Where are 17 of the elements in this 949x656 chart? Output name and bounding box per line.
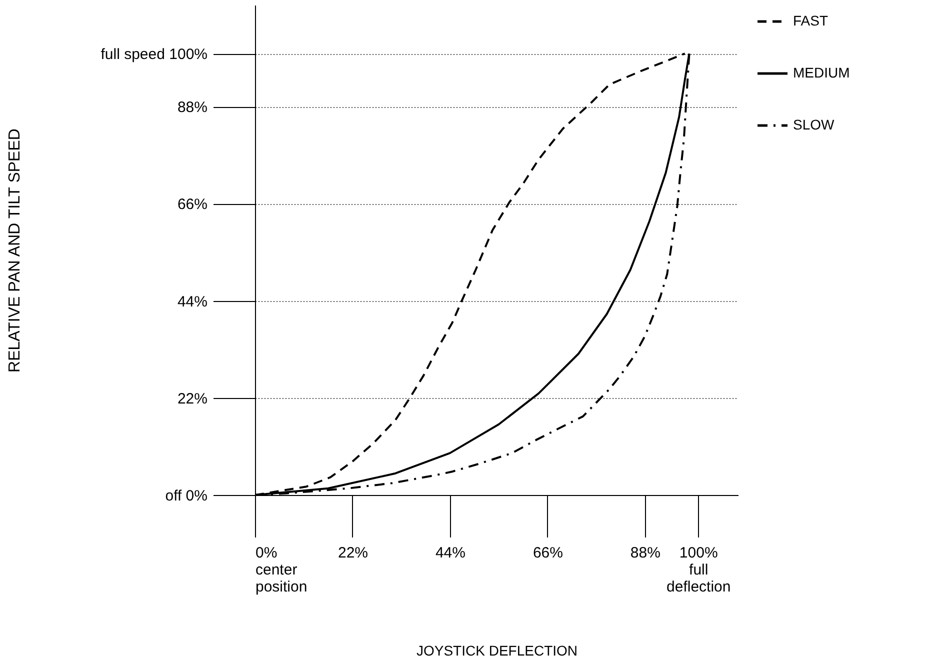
- y-tick-label: 22%: [177, 390, 208, 408]
- y-tick-label: 88%: [177, 99, 208, 116]
- y-tick-label: 44%: [177, 293, 208, 310]
- x-axis-title: JOYSTICK DEFLECTION: [416, 642, 578, 656]
- x-tick-label: 44%: [435, 544, 466, 562]
- y-tick-label: off 0%: [165, 488, 208, 504]
- legend-label: FAST: [793, 12, 828, 28]
- legend-label: SLOW: [793, 116, 836, 132]
- legend-label: MEDIUM: [793, 64, 850, 80]
- x-tick-label: 88%: [630, 544, 660, 562]
- y-tick-label: full speed 100%: [100, 46, 208, 64]
- y-tick-label: 66%: [177, 196, 208, 214]
- x-tick-label: 0% center position: [256, 544, 308, 596]
- y-axis-title: RELATIVE PAN AND TILT SPEED: [6, 128, 24, 372]
- x-tick-label: 100% full deflection: [666, 544, 731, 596]
- x-tick-label: 66%: [532, 544, 563, 562]
- x-tick-label: 22%: [338, 544, 368, 562]
